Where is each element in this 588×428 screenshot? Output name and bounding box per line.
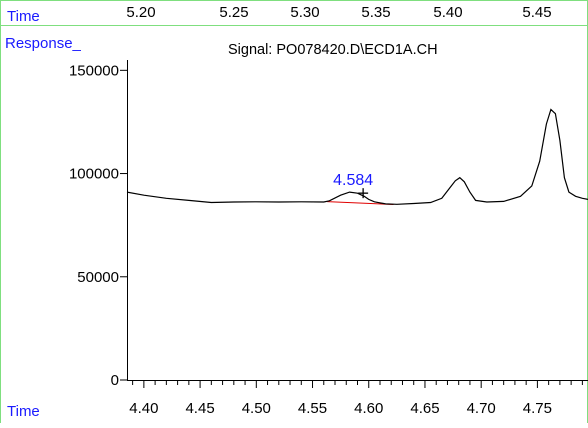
response-axis-label: Response_	[5, 35, 82, 52]
x-axis-ticks: 4.40 4.45 4.50 4.55 4.60 4.65 4.70 4.75	[129, 380, 583, 417]
y-tick-label: 100000	[69, 166, 119, 183]
x-tick-label: 4.65	[410, 400, 439, 417]
y-tick-label: 50000	[77, 269, 119, 286]
top-time-label: Time	[7, 8, 40, 25]
peak-crosshair-marker	[358, 188, 369, 199]
x-tick-label: 4.40	[129, 400, 158, 417]
y-tick-label: 150000	[69, 62, 119, 79]
top-time-tick-label: 5.40	[433, 4, 462, 21]
x-tick-label: 4.70	[467, 400, 496, 417]
signal-title: Signal: PO078420.D\ECD1A.CH	[228, 42, 438, 58]
signal-trace-line	[126, 108, 588, 205]
x-tick-label: 4.55	[298, 400, 327, 417]
peak-retention-label: 4.584	[333, 172, 373, 189]
top-time-tick-label: 5.20	[126, 4, 155, 21]
top-time-tick-label: 5.35	[361, 4, 390, 21]
integration-baseline-line	[327, 201, 394, 205]
x-tick-label: 4.50	[242, 400, 271, 417]
x-tick-label: 4.60	[354, 400, 383, 417]
y-axis-ticks: 0 50000 100000 150000	[69, 62, 127, 389]
x-tick-label: 4.75	[523, 400, 552, 417]
bottom-time-label: Time	[7, 403, 40, 420]
top-time-tick-label: 5.45	[522, 4, 551, 21]
top-time-tick-label: 5.25	[219, 4, 248, 21]
y-tick-label: 0	[111, 372, 119, 389]
x-tick-label: 4.45	[185, 400, 214, 417]
top-time-tick-label: 5.30	[290, 4, 319, 21]
top-time-ticks: 5.20 5.25 5.30 5.35 5.40 5.45	[126, 4, 551, 21]
